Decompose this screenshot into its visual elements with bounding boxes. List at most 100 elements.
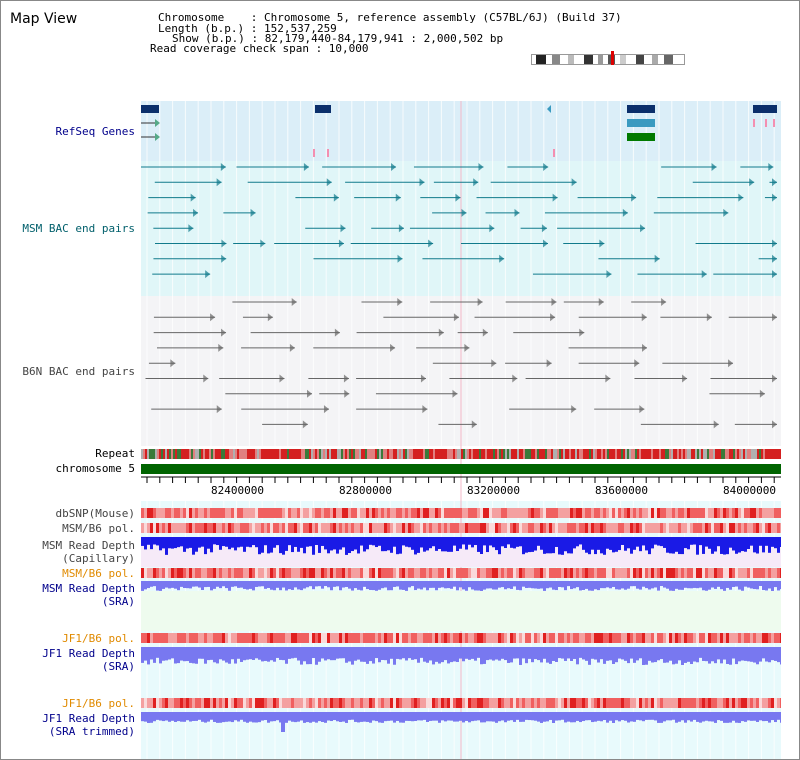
msm-pol-sra-cell [267, 568, 270, 578]
msm-pol-sra-cell [747, 568, 750, 578]
msm-depth-sra-bar [282, 581, 285, 588]
repeat-block [641, 449, 643, 459]
refseq-genes-label[interactable]: RefSeq Genes [55, 125, 135, 138]
jf1-depth-sra-bar [219, 647, 222, 660]
msm-depth-capillary-bar [234, 537, 237, 551]
jf1-pol-cell [669, 633, 672, 643]
jf1-depth-sra-bar [531, 647, 534, 663]
repeat-block [335, 449, 337, 459]
repeat-block [483, 449, 485, 459]
genome-plot-area[interactable]: 82400000 82800000 83200000 83600000 8400… [141, 101, 781, 759]
jf1-pol-trim-cell [243, 698, 246, 708]
msm-depth-sra-bar [585, 581, 588, 589]
msm-pol-cell [747, 523, 750, 533]
msm-pol-sra-cell [456, 568, 459, 578]
repeat-block [413, 449, 415, 459]
msm-pol-cell [198, 523, 201, 533]
msm-depth-sra-label[interactable]: MSM Read Depth [42, 582, 135, 595]
repeat-block [157, 449, 159, 459]
b6n-bac-label[interactable]: B6N BAC end pairs [22, 365, 135, 378]
msm-depth-sra-bar [252, 581, 255, 591]
refseq-gene [627, 133, 655, 141]
jf1-depth-sra-bar [519, 647, 522, 665]
jf1-depth-trim-bar [684, 712, 687, 723]
jf1-pol-trim-cell [330, 698, 333, 708]
dbsnp-cell [594, 508, 597, 518]
dbsnp-cell [432, 508, 435, 518]
jf1-depth-trim-bar [753, 712, 756, 721]
dbsnp-cell [618, 508, 621, 518]
jf1-depth-trim-bar [177, 712, 180, 722]
msm-depth-capillary-bar [213, 537, 216, 545]
repeat-block [597, 449, 599, 459]
jf1-pol-cell [192, 633, 195, 643]
dbsnp-cell [294, 508, 297, 518]
jf1-depth-trim-bar [756, 712, 759, 722]
msm-pol-sra-cell [294, 568, 297, 578]
msm-pol-cell [546, 523, 549, 533]
jf1-pol-cell [570, 633, 573, 643]
msm-depth-capillary-label[interactable]: MSM Read Depth [42, 539, 135, 552]
jf1-depth-trim-bar [603, 712, 606, 721]
msm-depth-sra-bar [738, 581, 741, 590]
jf1-pol-cell [228, 633, 231, 643]
jf1-depth-sra-bar [705, 647, 708, 662]
jf1-depth-sra-label[interactable]: JF1 Read Depth [42, 647, 135, 660]
jf1-pol-cell [360, 633, 363, 643]
dbsnp-label[interactable]: dbSNP(Mouse) [55, 507, 135, 520]
jf1-pol-trim-cell [198, 698, 201, 708]
msm-depth-sra-bar [192, 581, 195, 587]
repeat-block [367, 449, 369, 459]
chromosome-ideogram[interactable] [531, 54, 685, 65]
repeat-block [761, 449, 763, 459]
b6n-bac-pair-end [344, 389, 350, 398]
repeat-block [657, 449, 659, 459]
msm-depth-capillary-bar [267, 537, 270, 554]
jf1-pol-trim-cell [222, 698, 225, 708]
repeat-block [401, 449, 403, 459]
jf1-b6-pol-label[interactable]: JF1/B6 pol. [62, 632, 135, 645]
jf1-pol-trim-cell [357, 698, 360, 708]
jf1-pol-trim-cell [489, 698, 492, 708]
jf1-depth-trim-bar [627, 712, 630, 723]
msm-pol-cell [288, 523, 291, 533]
jf1-depth-trim-bar [408, 712, 411, 721]
jf1-depth-trim-label[interactable]: JF1 Read Depth [42, 712, 135, 725]
jf1-pol-trim-cell [141, 698, 144, 708]
msm-depth-capillary-bar [717, 537, 720, 547]
jf1-depth-trim-bar [384, 712, 387, 722]
jf1-depth-sra-bar [495, 647, 498, 660]
msm-depth-capillary-bar [195, 537, 198, 552]
jf1-pol-trim-cell [189, 698, 192, 708]
dbsnp-cell [459, 508, 462, 518]
jf1-depth-trim-bar [519, 712, 522, 722]
msm-depth-capillary-bar [468, 537, 471, 545]
repeat-block [299, 449, 301, 459]
repeat-block [337, 449, 339, 459]
dbsnp-cell [510, 508, 513, 518]
msm-bac-label[interactable]: MSM BAC end pairs [22, 222, 135, 235]
repeat-block [235, 449, 237, 459]
msm-depth-capillary-bar [507, 537, 510, 545]
b6n-bac-pair-end [634, 359, 640, 368]
repeat-block [331, 449, 333, 459]
msm-b6-pol-label[interactable]: MSM/B6 pol. [62, 522, 135, 535]
jf1-depth-sra-bar [552, 647, 555, 661]
jf1-depth-trim-bar [414, 712, 417, 722]
msm-pol-cell [603, 523, 606, 533]
jf1-b6-pol-trim-label[interactable]: JF1/B6 pol. [62, 697, 135, 710]
msm-bac-pair-end [606, 270, 612, 279]
msm-depth-capillary-bar [219, 537, 222, 550]
msm-pol-sra-cell [648, 568, 651, 578]
dbsnp-cell [591, 508, 594, 518]
jf1-depth-sra-bar [648, 647, 651, 661]
msm-pol-cell [267, 523, 270, 533]
jf1-depth-trim-bar [255, 712, 258, 723]
msm-pol-cell [336, 523, 339, 533]
msm-b6-pol-sra-label[interactable]: MSM/B6 pol. [62, 567, 135, 580]
dbsnp-cell [702, 508, 705, 518]
jf1-pol-trim-cell [150, 698, 153, 708]
msm-bac-pair-end [772, 193, 777, 202]
msm-depth-sra-bar [759, 581, 762, 587]
msm-bac-pair-end [461, 208, 467, 217]
